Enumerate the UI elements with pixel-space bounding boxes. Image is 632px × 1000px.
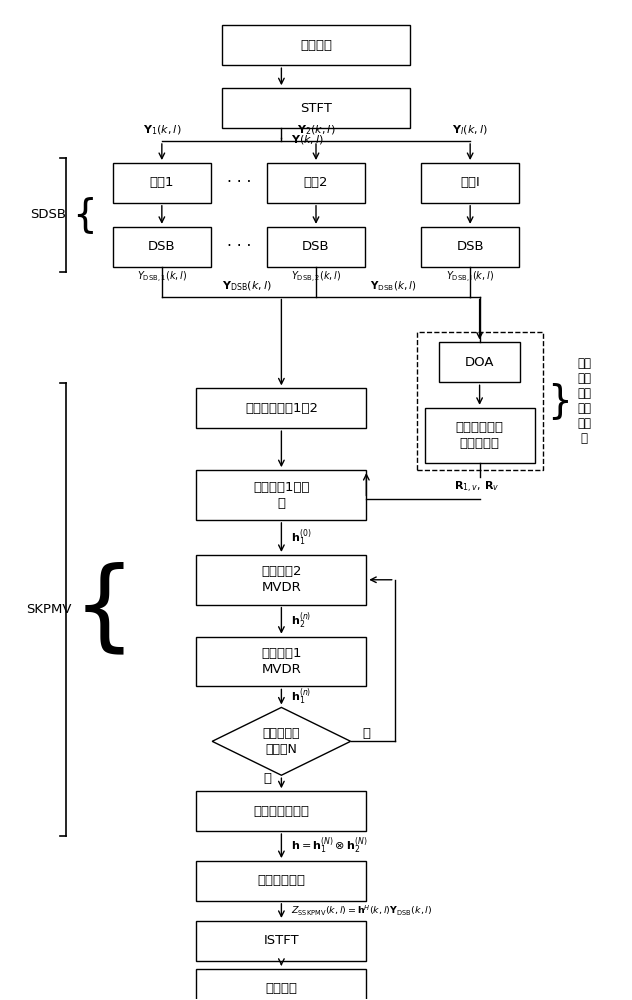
FancyBboxPatch shape [267, 163, 365, 203]
Text: $Z_{\rm SSKPMV}(k,l)=\mathbf{h}^H(k,l)\mathbf{Y}_{\rm DSB}(k,l)$: $Z_{\rm SSKPMV}(k,l)=\mathbf{h}^H(k,l)\m… [291, 904, 433, 918]
FancyBboxPatch shape [422, 163, 519, 203]
Text: · · ·: · · · [227, 175, 251, 190]
Text: DSB: DSB [456, 240, 484, 253]
Text: $\mathbf{Y}_1(k,l)$: $\mathbf{Y}_1(k,l)$ [143, 123, 181, 137]
Text: 子阵I: 子阵I [460, 176, 480, 189]
Text: STFT: STFT [300, 102, 332, 115]
Text: 虚拟子阵1
MVDR: 虚拟子阵1 MVDR [261, 647, 301, 676]
Text: DOA: DOA [465, 356, 494, 369]
Text: $\mathbf{Y}_2(k,l)$: $\mathbf{Y}_2(k,l)$ [297, 123, 335, 137]
FancyBboxPatch shape [197, 861, 367, 901]
Text: $\mathbf{R}_{1,v},\, \mathbf{R}_{v}$: $\mathbf{R}_{1,v},\, \mathbf{R}_{v}$ [454, 480, 499, 495]
FancyBboxPatch shape [425, 408, 535, 463]
Text: 划分虚拟子阵1和2: 划分虚拟子阵1和2 [245, 402, 318, 415]
Text: $\mathbf{h}_1^{(0)}$: $\mathbf{h}_1^{(0)}$ [291, 527, 312, 548]
Text: $Y_{\rm DSB,I}(k,l)$: $Y_{\rm DSB,I}(k,l)$ [446, 270, 494, 285]
FancyBboxPatch shape [197, 791, 367, 831]
FancyBboxPatch shape [267, 227, 365, 267]
Text: 接收信号: 接收信号 [300, 39, 332, 52]
Text: 是: 是 [264, 772, 272, 785]
Text: DSB: DSB [148, 240, 176, 253]
Text: $\mathbf{Y}_I(k,l)$: $\mathbf{Y}_I(k,l)$ [453, 123, 488, 137]
Text: 输出信号: 输出信号 [265, 982, 298, 995]
Text: $\mathbf{h}_2^{(n)}$: $\mathbf{h}_2^{(n)}$ [291, 610, 312, 631]
FancyBboxPatch shape [113, 163, 210, 203]
FancyBboxPatch shape [197, 969, 367, 1000]
Text: DSB: DSB [302, 240, 330, 253]
FancyBboxPatch shape [439, 342, 521, 382]
Polygon shape [212, 707, 351, 775]
Text: $\mathbf{Y}_{\rm DSB}(k,l)$: $\mathbf{Y}_{\rm DSB}(k,l)$ [222, 279, 272, 293]
Text: {: { [73, 561, 135, 658]
FancyBboxPatch shape [113, 227, 210, 267]
FancyBboxPatch shape [197, 470, 367, 520]
Text: 虚拟子阵1初始
化: 虚拟子阵1初始 化 [253, 481, 310, 510]
Text: $\mathbf{Y}(k,l)$: $\mathbf{Y}(k,l)$ [291, 133, 325, 146]
FancyBboxPatch shape [222, 88, 410, 128]
Text: · · ·: · · · [227, 239, 251, 254]
Text: ISTFT: ISTFT [264, 934, 299, 947]
Text: 样本噪声协方
差矩阵估计: 样本噪声协方 差矩阵估计 [456, 421, 504, 450]
Text: $Y_{\rm DSB,2}(k,l)$: $Y_{\rm DSB,2}(k,l)$ [291, 270, 341, 285]
Text: SDSB: SDSB [30, 208, 66, 221]
Text: {: { [73, 196, 97, 234]
Text: 是否达到迭
代次数N: 是否达到迭 代次数N [263, 727, 300, 756]
Text: 子阵2: 子阵2 [304, 176, 328, 189]
Text: $Y_{\rm DSB,1}(k,l)$: $Y_{\rm DSB,1}(k,l)$ [137, 270, 187, 285]
Text: 噪声
协方
差矩
阵估
计模
块: 噪声 协方 差矩 阵估 计模 块 [577, 357, 591, 445]
Text: 波束形成输出: 波束形成输出 [257, 874, 305, 887]
FancyBboxPatch shape [197, 555, 367, 605]
Text: 子阵1: 子阵1 [150, 176, 174, 189]
FancyBboxPatch shape [422, 227, 519, 267]
Text: $\mathbf{h}_1^{(n)}$: $\mathbf{h}_1^{(n)}$ [291, 687, 312, 707]
Text: 计算整体权系数: 计算整体权系数 [253, 805, 310, 818]
Text: }: } [547, 382, 573, 420]
Text: $\mathbf{Y}_{\rm DSB}(k,l)$: $\mathbf{Y}_{\rm DSB}(k,l)$ [370, 279, 416, 293]
FancyBboxPatch shape [197, 921, 367, 961]
Text: 否: 否 [362, 727, 370, 740]
FancyBboxPatch shape [222, 25, 410, 65]
Text: SKPMV: SKPMV [26, 603, 71, 616]
Text: 虚拟子阵2
MVDR: 虚拟子阵2 MVDR [261, 565, 301, 594]
Text: $\mathbf{h}=\mathbf{h}_1^{(N)}\otimes\mathbf{h}_2^{(N)}$: $\mathbf{h}=\mathbf{h}_1^{(N)}\otimes\ma… [291, 836, 368, 856]
FancyBboxPatch shape [197, 388, 367, 428]
FancyBboxPatch shape [197, 637, 367, 686]
